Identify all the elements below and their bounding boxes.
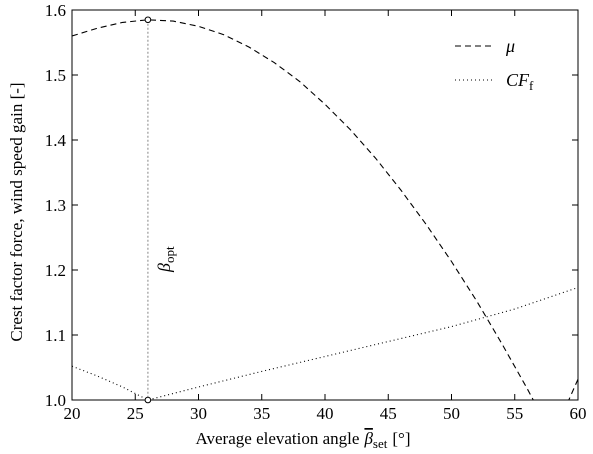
x-tick-label: 40 <box>317 404 334 423</box>
x-tick-label: 25 <box>127 404 144 423</box>
legend-cf-subscript: f <box>529 78 534 93</box>
optimum-point-bottom <box>144 396 152 404</box>
optimum-marker: βopt <box>144 16 177 404</box>
y-tick-label: 1.5 <box>45 66 66 85</box>
legend-label-cf: CFf <box>506 70 534 93</box>
y-axis-label: Crest factor force, wind speed gain [-] <box>7 82 26 341</box>
optimum-label-symbol: β <box>154 263 174 273</box>
optimum-label: βopt <box>154 246 177 273</box>
series-layer <box>72 19 578 400</box>
optimum-point-top <box>144 16 152 24</box>
legend: μ CFf <box>455 36 534 93</box>
x-tick-label: 55 <box>506 404 523 423</box>
x-axis-label-unit: [°] <box>392 429 410 448</box>
x-tick-label: 60 <box>570 404 587 423</box>
series-line-mu <box>72 19 578 400</box>
x-tick-label: 50 <box>443 404 460 423</box>
x-axis-label-symbol: β <box>363 429 373 448</box>
legend-cf-main: CF <box>506 70 530 90</box>
x-tick-label: 45 <box>380 404 397 423</box>
series-line-cf <box>72 286 578 400</box>
y-tick-label: 1.4 <box>45 131 67 150</box>
y-tick-label: 1.2 <box>45 261 66 280</box>
optimum-label-subscript: opt <box>162 246 177 263</box>
x-axis-label-subscript: set <box>373 436 388 451</box>
y-tick-label: 1.3 <box>45 196 66 215</box>
y-tick-label: 1.0 <box>45 391 66 410</box>
x-axis: 20 25 30 35 40 45 50 55 60 <box>64 10 587 423</box>
x-tick-label: 20 <box>64 404 81 423</box>
x-tick-label: 30 <box>190 404 207 423</box>
y-tick-label: 1.1 <box>45 326 66 345</box>
legend-label-mu: μ <box>505 36 515 56</box>
y-axis: 1.0 1.1 1.2 1.3 1.4 1.5 1.6 <box>45 1 578 410</box>
y-tick-label: 1.6 <box>45 1 66 20</box>
x-tick-label: 35 <box>253 404 270 423</box>
x-axis-label-text: Average elevation angle <box>196 429 360 448</box>
x-axis-label: Average elevation angle βset [°] <box>196 429 411 451</box>
